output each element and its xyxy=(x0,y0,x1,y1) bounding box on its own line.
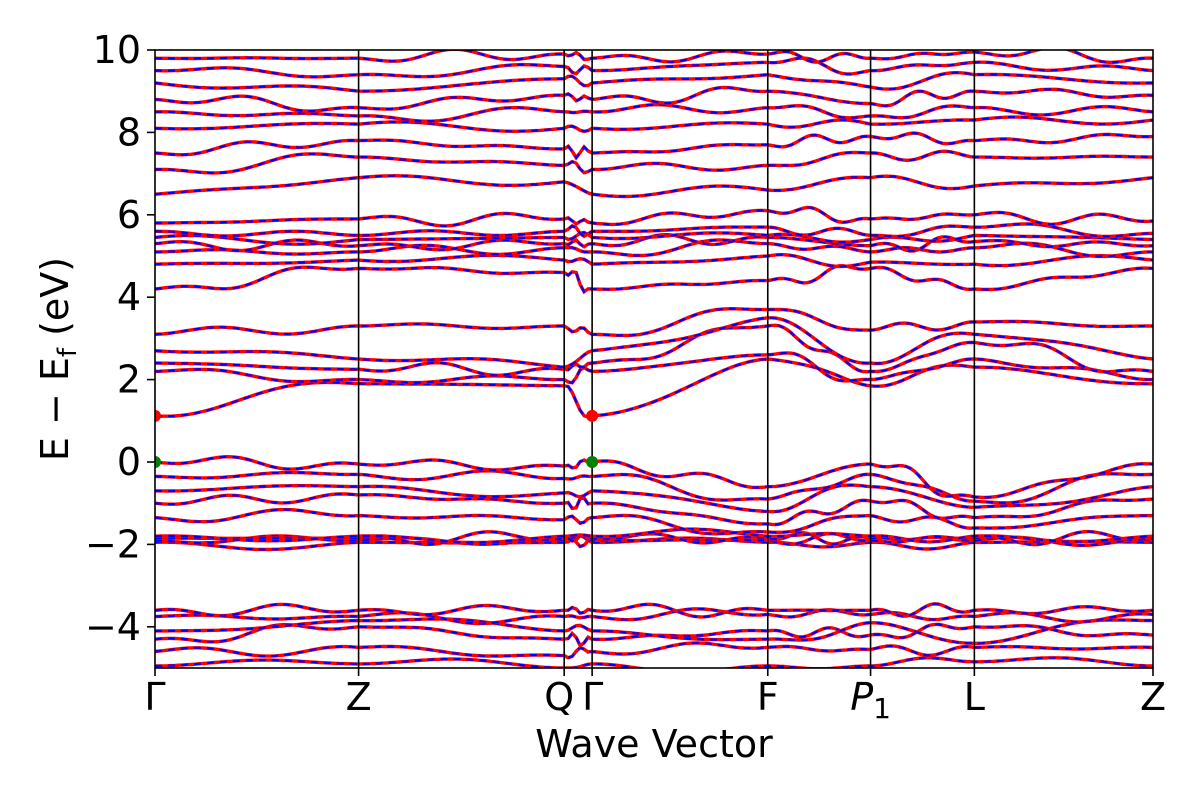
y-axis-title: E − Ef (eV) xyxy=(33,257,83,461)
cbm-marker-1 xyxy=(586,409,599,422)
band-16-dashed xyxy=(155,351,1153,385)
x-tick-label-4: F xyxy=(757,675,779,719)
band-35-dashed xyxy=(155,50,1153,64)
band-25-dashed xyxy=(155,222,1153,238)
band-26-dashed xyxy=(155,206,1153,228)
y-axis-title-main: E − E xyxy=(33,357,77,461)
band-4-solid xyxy=(155,607,1153,626)
band-9-dashed xyxy=(155,528,1153,544)
band-edge-markers xyxy=(155,409,599,468)
x-tick-label-5: P1 xyxy=(850,675,891,725)
band-32-solid xyxy=(155,85,1153,113)
band-18-dashed xyxy=(155,316,1153,369)
band-28-solid xyxy=(155,149,1153,175)
band-17-dashed xyxy=(155,324,1153,377)
band-26-solid xyxy=(155,205,1153,228)
x-axis-ticks: Γ Z Q Γ F P1 L Z xyxy=(144,668,1166,725)
band-27-solid xyxy=(155,173,1153,199)
band-14-solid xyxy=(155,454,1153,500)
y-axis-ticks: −4 −2 0 2 4 6 8 10 xyxy=(85,28,155,649)
band-lines xyxy=(155,50,1153,668)
y-tick-label-2: 0 xyxy=(117,440,141,484)
y-axis-title-unit: (eV) xyxy=(33,257,77,336)
vbm-marker-0 xyxy=(155,456,161,468)
band-0-dashed xyxy=(155,656,1153,668)
band-19-solid xyxy=(155,306,1153,338)
vbm-marker-1 xyxy=(586,456,599,468)
band-21-dashed xyxy=(155,253,1153,268)
band-10-solid xyxy=(155,507,1153,536)
y-tick-label-4: 4 xyxy=(117,275,141,319)
band-3-solid xyxy=(155,617,1153,645)
high-symmetry-lines xyxy=(357,50,976,668)
x-tick-label-0: Γ xyxy=(144,675,165,719)
cbm-marker-0 xyxy=(155,409,161,422)
band-20-dashed xyxy=(155,264,1153,294)
x-tick-label-3: Γ xyxy=(582,675,603,719)
band-32-dashed xyxy=(155,86,1153,113)
band-11-dashed xyxy=(155,492,1153,526)
y-tick-label-6: 8 xyxy=(117,110,141,154)
y-axis-title-sub: f xyxy=(53,347,83,357)
band-31-solid xyxy=(155,103,1153,123)
band-22-solid xyxy=(155,238,1153,259)
band-18-solid xyxy=(155,316,1153,369)
x-tick-label-7: Z xyxy=(1140,675,1166,719)
band-10-dashed xyxy=(155,508,1153,535)
band-1-dashed xyxy=(155,641,1153,659)
y-tick-label-0: −4 xyxy=(85,605,141,649)
band-30-dashed xyxy=(155,116,1153,133)
band-14-dashed xyxy=(155,455,1153,499)
band-20-solid xyxy=(155,263,1153,295)
band-19-dashed xyxy=(155,307,1153,337)
x-tick-label-1: Z xyxy=(346,675,372,719)
band-5-dashed xyxy=(155,602,1153,618)
band-28-dashed xyxy=(155,150,1153,174)
y-tick-label-7: 10 xyxy=(93,28,141,72)
band-33-solid xyxy=(155,71,1153,93)
plot-frame xyxy=(154,49,1154,669)
band-15-dashed xyxy=(155,357,1153,419)
band-29-dashed xyxy=(155,131,1153,160)
band-24-solid xyxy=(155,230,1153,246)
x-axis-title: Wave Vector xyxy=(535,722,773,766)
band-21-solid xyxy=(155,253,1153,269)
band-12-dashed xyxy=(155,483,1153,513)
y-tick-label-5: 6 xyxy=(117,193,141,237)
band-13-dashed xyxy=(155,469,1153,504)
band-6-dashed xyxy=(155,534,1153,551)
y-tick-label-3: 2 xyxy=(117,358,141,402)
x-tick-label-2: Q xyxy=(544,675,574,719)
band-34-dashed xyxy=(155,56,1153,79)
band-7-dashed xyxy=(155,532,1153,548)
band-2-dashed xyxy=(155,623,1153,648)
y-tick-label-1: −2 xyxy=(85,522,141,566)
x-tick-label-6: L xyxy=(964,675,985,719)
